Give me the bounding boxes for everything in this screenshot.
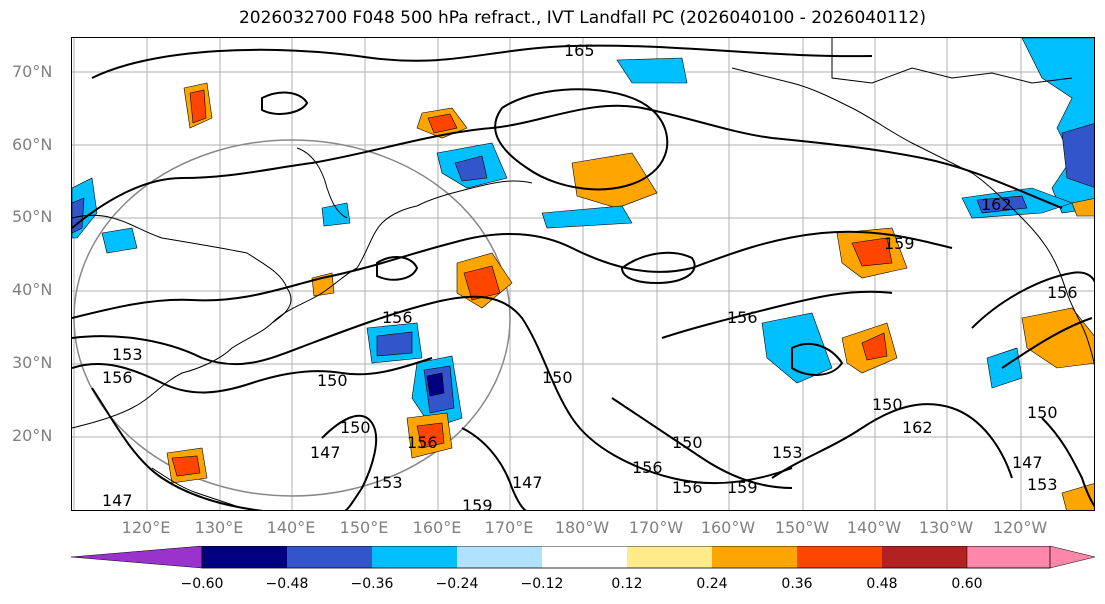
map-canvas: 165 162 159 156 156 156 153 156 150 150 …: [72, 38, 1094, 511]
lon-label-120w: 120°W: [992, 518, 1048, 537]
colorbar: [71, 546, 1095, 569]
lon-label-170w: 170°W: [628, 518, 684, 537]
contour-label: 156: [632, 458, 663, 477]
colorbar-tick: −0.48: [265, 576, 309, 592]
contour-label-group: 165 162 159 156 156 156 153 156 150 150 …: [102, 41, 1078, 511]
contour-label: 162: [981, 195, 1012, 214]
lat-label-70n: 70°N: [12, 62, 53, 81]
lon-label-140e: 140°E: [266, 518, 316, 537]
contour-label: 153: [112, 345, 143, 364]
colorbar-bin: [797, 546, 882, 568]
contour-label: 156: [382, 308, 413, 327]
contour-label: 153: [772, 443, 803, 462]
colorbar-bin: [542, 546, 627, 568]
contour-label: 165: [564, 41, 595, 60]
colorbar-bin: [202, 546, 287, 568]
contour-label: 156: [727, 308, 758, 327]
colorbar-tick: 0.12: [611, 576, 643, 592]
contour-label: 150: [672, 433, 703, 452]
colorbar-tick: 0.24: [696, 576, 728, 592]
contour-label: 150: [1027, 403, 1058, 422]
colorbar-tick: −0.36: [350, 576, 394, 592]
colorbar-extend-min: [71, 546, 203, 569]
contour-label: 156: [102, 368, 133, 387]
lat-label-60n: 60°N: [12, 135, 53, 154]
contour-label: 147: [1012, 453, 1043, 472]
colorbar-tick: 0.36: [781, 576, 813, 592]
lon-label-150e: 150°E: [339, 518, 389, 537]
lon-label-160w: 160°W: [700, 518, 756, 537]
contour-label: 147: [310, 443, 341, 462]
contour-label: 162: [902, 418, 933, 437]
colorbar-bin: [287, 546, 372, 568]
lat-label-40n: 40°N: [12, 280, 53, 299]
colorbar-tick: 0.60: [951, 576, 983, 592]
contour-label: 153: [1027, 475, 1058, 494]
lon-label-150w: 150°W: [774, 518, 830, 537]
contour-label: 159: [884, 234, 915, 253]
lon-label-140w: 140°W: [846, 518, 902, 537]
lon-label-170e: 170°E: [484, 518, 534, 537]
colorbar-bin: [882, 546, 967, 568]
colorbar-tick: −0.60: [180, 576, 224, 592]
colorbar-tick: −0.12: [520, 576, 564, 592]
contour-label: 156: [1047, 283, 1078, 302]
colorbar-bin: [457, 546, 542, 568]
contour-label: 159: [462, 496, 493, 511]
contour-label: 156: [407, 433, 438, 452]
colorbar-extend-max: [966, 546, 1095, 569]
contour-label: 150: [872, 395, 903, 414]
contour-label: 159: [727, 478, 758, 497]
lon-label-180w: 180°W: [554, 518, 610, 537]
contour-label: 147: [102, 491, 133, 510]
contour-label: 153: [372, 473, 403, 492]
coastlines: [72, 38, 1094, 509]
lat-label-50n: 50°N: [12, 207, 53, 226]
colorbar-bin: [627, 546, 712, 568]
contour-label: 150: [340, 418, 371, 437]
contour-lines: [72, 44, 1094, 510]
lon-label-130e: 130°E: [194, 518, 244, 537]
contour-label: 147: [512, 473, 543, 492]
lon-label-130w: 130°W: [918, 518, 974, 537]
map-panel: 165 162 159 156 156 156 153 156 150 150 …: [71, 37, 1095, 511]
lon-label-120e: 120°E: [121, 518, 171, 537]
colorbar-bin: [712, 546, 797, 568]
colorbar-tick: −0.24: [435, 576, 479, 592]
lon-label-160e: 160°E: [412, 518, 462, 537]
colorbar-tick: 0.48: [866, 576, 898, 592]
lat-label-20n: 20°N: [12, 426, 53, 445]
colorbar-bin: [372, 546, 457, 568]
contour-label: 150: [542, 368, 573, 387]
contour-label: 156: [672, 478, 703, 497]
lat-label-30n: 30°N: [12, 353, 53, 372]
contour-label: 150: [317, 371, 348, 390]
refractivity-patches: [72, 38, 1094, 510]
map-title: 2026032700 F048 500 hPa refract., IVT La…: [238, 8, 926, 28]
